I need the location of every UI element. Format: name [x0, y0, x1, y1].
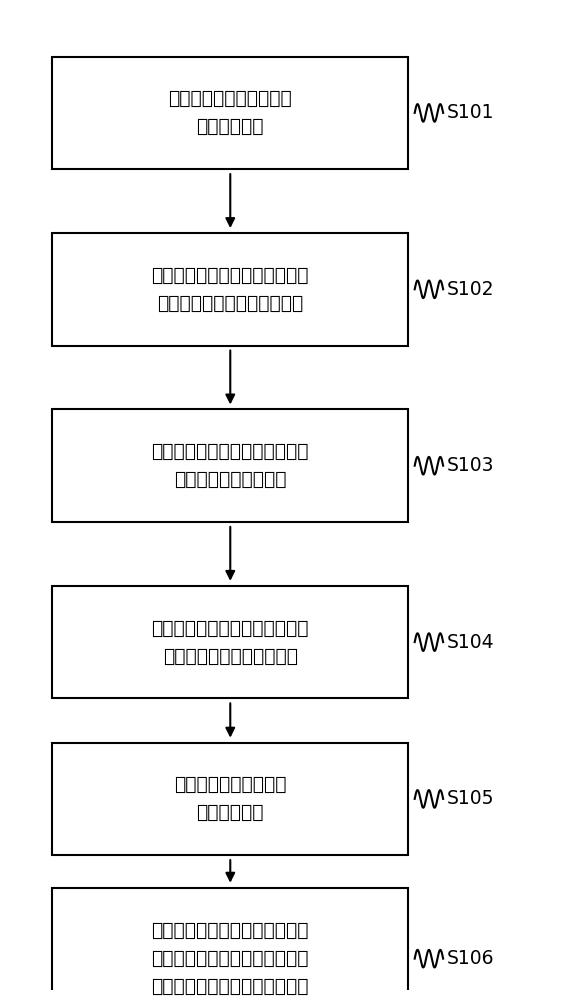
Bar — [52, 233, 408, 346]
Text: S103: S103 — [446, 456, 494, 475]
Text: 建立至少包含井眼井径数据及周
向井径数据的已钻井数据库: 建立至少包含井眼井径数据及周 向井径数据的已钻井数据库 — [152, 619, 309, 666]
Text: 根据已钻井数据库建立
三维井眼模型: 根据已钻井数据库建立 三维井眼模型 — [174, 775, 287, 822]
Bar — [52, 743, 408, 855]
Bar — [52, 57, 408, 169]
Text: 根据钻井轨迹及井眼井径数据计
算井径测量点的三维空间坐标: 根据钻井轨迹及井眼井径数据计 算井径测量点的三维空间坐标 — [152, 266, 309, 313]
Bar — [52, 888, 408, 1000]
Text: 根据三维空间坐标生成井径测量
点对应的周向井径数据: 根据三维空间坐标生成井径测量 点对应的周向井径数据 — [152, 442, 309, 489]
Text: S102: S102 — [446, 280, 494, 299]
Text: S101: S101 — [446, 103, 494, 122]
Text: S104: S104 — [446, 633, 494, 652]
Bar — [52, 586, 408, 698]
Text: 将预钻井的轨迹设计参数及地质
数据代入三维井眼模型，计算预
钻井的井眼缩径率及井眼扩径率: 将预钻井的轨迹设计参数及地质 数据代入三维井眼模型，计算预 钻井的井眼缩径率及井… — [152, 921, 309, 996]
Text: 获取已钻井的钻井轨迹及
井眼井径数据: 获取已钻井的钻井轨迹及 井眼井径数据 — [168, 89, 292, 136]
Text: S106: S106 — [446, 949, 494, 968]
Text: S105: S105 — [446, 789, 494, 808]
Bar — [52, 409, 408, 522]
